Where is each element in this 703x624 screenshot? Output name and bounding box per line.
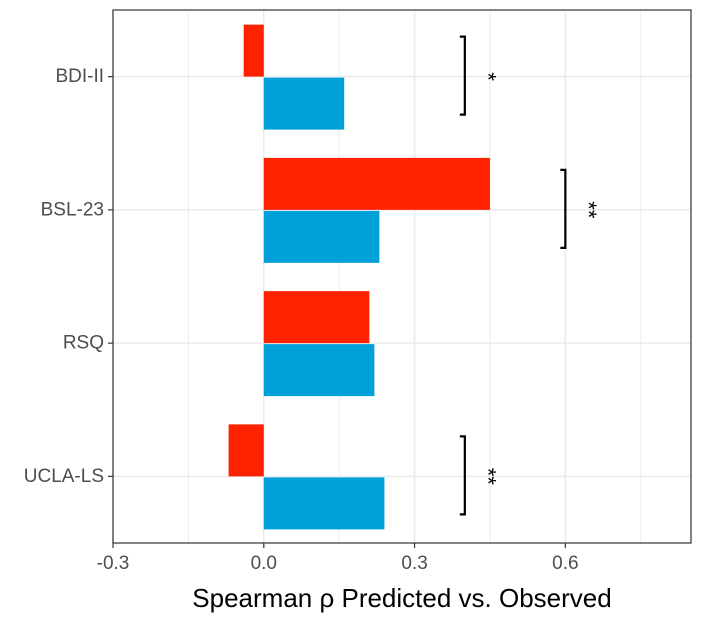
bar-bdi-ii-series-2 — [263, 77, 345, 130]
bar-rsq-series-2 — [263, 344, 375, 397]
bars — [228, 24, 490, 530]
y-tick-label: BDI-II — [55, 66, 104, 87]
bar-ucla-ls-series-2 — [263, 477, 385, 530]
y-tick-label: RSQ — [63, 333, 104, 354]
x-tick-label: 0.3 — [401, 553, 427, 574]
y-tick-label: BSL-23 — [41, 199, 104, 220]
x-tick-label: -0.3 — [97, 553, 130, 574]
bar-bdi-ii-series-1 — [243, 24, 264, 77]
bar-ucla-ls-series-1 — [228, 424, 264, 477]
y-tick-label: UCLA-LS — [24, 466, 104, 487]
bar-bsl-23-series-1 — [263, 157, 490, 210]
significance-label-bdi-ii: * — [475, 72, 500, 81]
significance-bracket-bdi-ii — [459, 35, 466, 116]
significance-bracket-bsl-23 — [560, 168, 567, 249]
plot-panel-border — [112, 9, 692, 544]
x-tick-label: 0.6 — [552, 553, 578, 574]
significance-label-ucla-ls: ** — [475, 468, 500, 486]
significance-bracket-ucla-ls — [459, 435, 466, 516]
axes: BDI-II BSL-23 RSQ UCLA-LS -0.3 0.0 0.3 0.6 — [24, 66, 579, 574]
x-tick-label: 0.0 — [251, 553, 277, 574]
bar-rsq-series-1 — [263, 291, 370, 344]
bar-bsl-23-series-2 — [263, 210, 380, 263]
x-axis-title: Spearman ρ Predicted vs. Observed — [192, 583, 611, 613]
significance-markers: ***** — [459, 35, 601, 516]
significance-label-bsl-23: ** — [576, 201, 601, 219]
